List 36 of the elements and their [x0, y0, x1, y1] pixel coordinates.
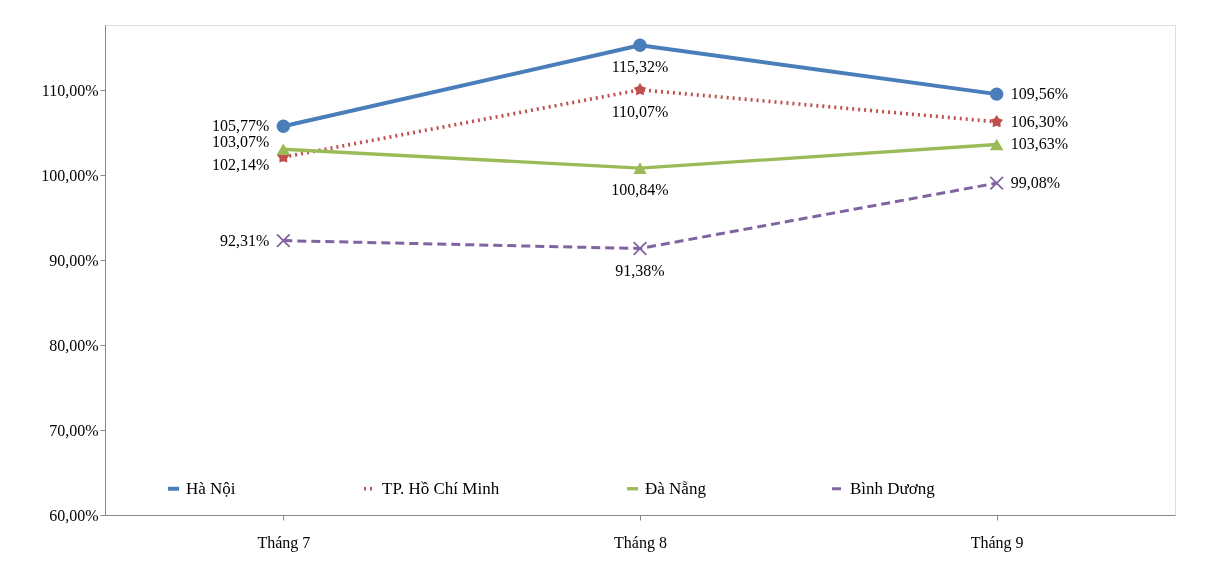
y-tick-label: 60,00% [49, 506, 99, 524]
point [276, 119, 291, 134]
point [276, 233, 291, 248]
y-tick-label: 80,00% [49, 336, 99, 354]
data-label: 103,63% [1010, 135, 1068, 153]
data-label: 100,84% [611, 181, 669, 199]
data-label: 115,32% [611, 58, 669, 76]
y-tick-label: 90,00% [49, 251, 99, 269]
point [633, 83, 647, 96]
x-tick-label: Tháng 9 [970, 533, 1024, 552]
legend-label: TP. Hồ Chí Minh [382, 478, 500, 498]
data-label: 102,14% [212, 156, 270, 174]
data-label: 109,56% [1010, 85, 1068, 103]
data-label: 106,30% [1010, 112, 1068, 130]
point [990, 115, 1004, 128]
data-label: 103,07% [212, 133, 270, 151]
point [276, 143, 291, 156]
point [632, 241, 648, 256]
y-tick-label: 100,00% [41, 166, 99, 184]
point [989, 87, 1004, 101]
x-tick-label: Tháng 7 [257, 533, 311, 552]
legend-label: Hà Nội [186, 478, 236, 498]
legend-label: Đà Nẵng [645, 478, 707, 498]
legend-label: Bình Dương [850, 478, 936, 498]
y-tick-label: 70,00% [49, 421, 99, 439]
data-label: 105,77% [212, 117, 270, 135]
x-tick-label: Tháng 8 [614, 533, 667, 552]
point [633, 162, 647, 174]
data-label: 99,08% [1010, 174, 1060, 192]
point [989, 175, 1004, 191]
y-tick-label: 110,00% [41, 81, 99, 99]
point [989, 138, 1004, 151]
point [633, 38, 647, 52]
data-label: 91,38% [615, 261, 665, 279]
data-label: 110,07% [611, 102, 669, 120]
data-label: 92,31% [220, 231, 270, 249]
